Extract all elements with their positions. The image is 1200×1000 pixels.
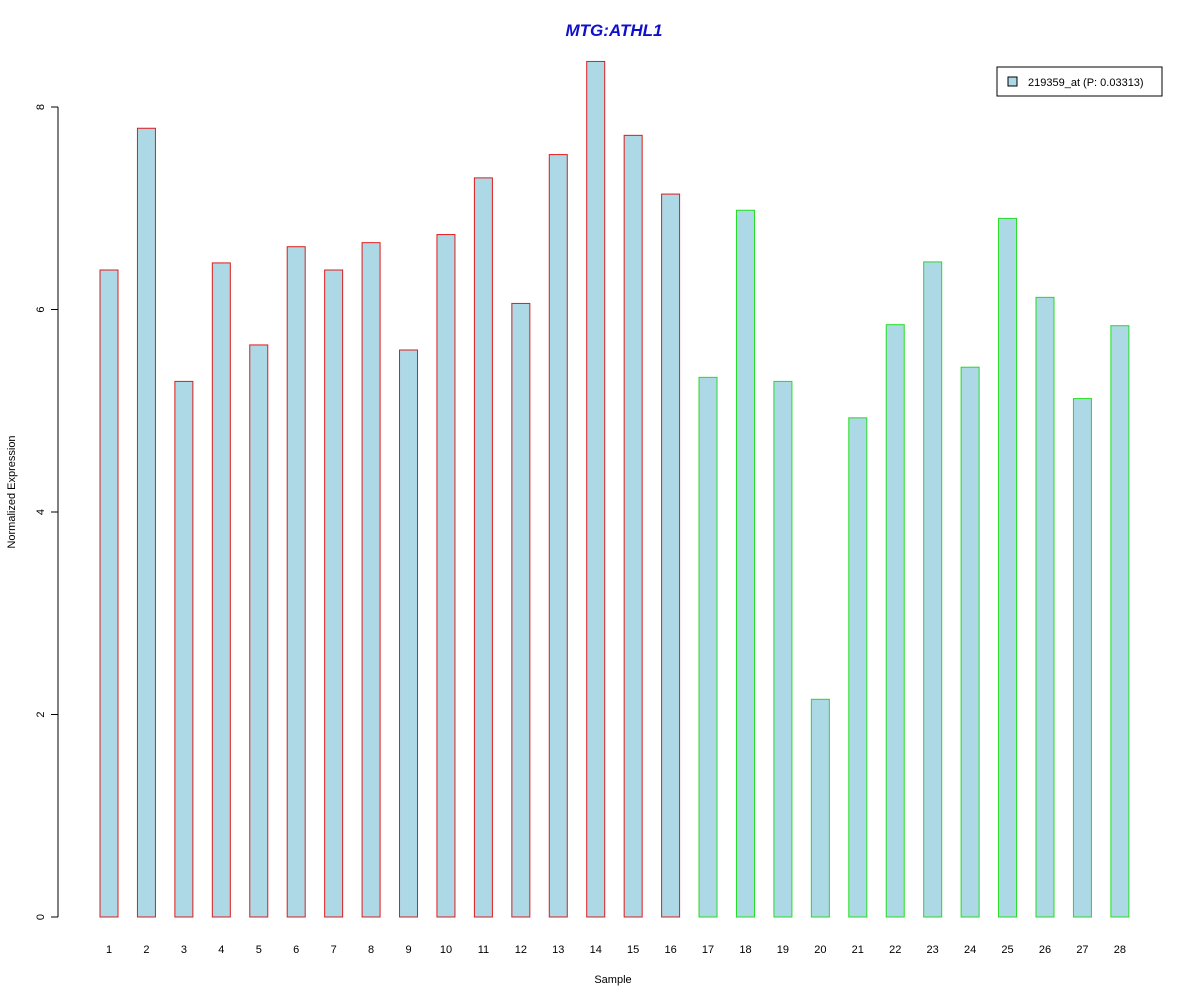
bar-sample-23 (923, 261, 943, 918)
y-tick-label: 0 (35, 914, 47, 920)
y-axis: 0 2 4 6 8 (35, 104, 59, 920)
x-axis-label: Sample (594, 974, 631, 986)
bar-sample-25 (998, 217, 1018, 918)
x-tick-label: 4 (218, 944, 224, 956)
bars-group (99, 60, 1130, 918)
bar-sample-15 (623, 134, 643, 918)
bar-sample-18 (735, 209, 755, 918)
x-tick-label: 15 (627, 944, 639, 956)
bar-sample-6 (286, 246, 306, 918)
x-tick-label: 3 (181, 944, 187, 956)
bar-sample-21 (848, 417, 868, 918)
bar-sample-26 (1035, 296, 1055, 918)
x-tick-label: 10 (440, 944, 452, 956)
legend-swatch (1007, 76, 1018, 87)
bar-sample-3 (174, 380, 194, 918)
bar-sample-14 (586, 60, 606, 918)
x-tick-label: 26 (1039, 944, 1051, 956)
legend-label: 219359_at (P: 0.03313) (1028, 77, 1144, 89)
bar-sample-20 (810, 698, 830, 918)
x-tick-label: 13 (552, 944, 564, 956)
y-tick-label: 2 (35, 711, 47, 717)
x-tick-label: 24 (964, 944, 976, 956)
bar-sample-13 (548, 154, 568, 918)
bar-sample-8 (361, 242, 381, 918)
x-tick-label: 19 (777, 944, 789, 956)
x-tick-label: 1 (106, 944, 112, 956)
bar-sample-22 (885, 324, 905, 918)
x-tick-label: 16 (664, 944, 676, 956)
x-tick-label: 14 (590, 944, 602, 956)
bar-sample-11 (473, 177, 493, 918)
bar-sample-27 (1072, 398, 1092, 918)
bar-sample-5 (249, 344, 269, 918)
chart-title: MTG:ATHL1 (566, 21, 663, 40)
bar-sample-2 (136, 127, 156, 918)
bar-sample-16 (661, 193, 681, 918)
y-tick-label: 8 (35, 104, 47, 110)
bar-sample-19 (773, 380, 793, 918)
y-tick-label: 4 (35, 509, 47, 515)
bar-sample-10 (436, 234, 456, 918)
x-tick-label: 22 (889, 944, 901, 956)
bar-sample-1 (99, 269, 119, 918)
bar-sample-7 (324, 269, 344, 918)
bar-sample-4 (211, 262, 231, 918)
x-tick-label: 23 (927, 944, 939, 956)
x-tick-labels: 1 2 3 4 5 6 7 8 9 10 11 12 13 14 15 16 17 18 19 20 21 22 23 24 2… (106, 944, 1126, 956)
legend-box (996, 66, 1163, 97)
y-tick-label: 6 (35, 306, 47, 312)
x-tick-label: 9 (405, 944, 411, 956)
bar-sample-28 (1110, 325, 1130, 918)
x-tick-label: 25 (1001, 944, 1013, 956)
x-tick-label: 7 (331, 944, 337, 956)
x-tick-label: 17 (702, 944, 714, 956)
bar-sample-9 (399, 349, 419, 918)
x-tick-label: 20 (814, 944, 826, 956)
bar-sample-17 (698, 376, 718, 918)
bar-sample-24 (960, 366, 980, 918)
x-tick-label: 5 (256, 944, 262, 956)
x-tick-label: 21 (852, 944, 864, 956)
x-tick-label: 2 (143, 944, 149, 956)
legend: 219359_at (P: 0.03313) (996, 66, 1163, 97)
x-tick-label: 27 (1076, 944, 1088, 956)
x-tick-label: 28 (1114, 944, 1126, 956)
x-tick-label: 8 (368, 944, 374, 956)
y-axis-label: Normalized Expression (6, 435, 18, 548)
x-tick-label: 12 (515, 944, 527, 956)
x-tick-label: 18 (739, 944, 751, 956)
x-tick-label: 11 (478, 944, 489, 956)
x-tick-label: 6 (293, 944, 299, 956)
bar-sample-12 (511, 302, 531, 918)
